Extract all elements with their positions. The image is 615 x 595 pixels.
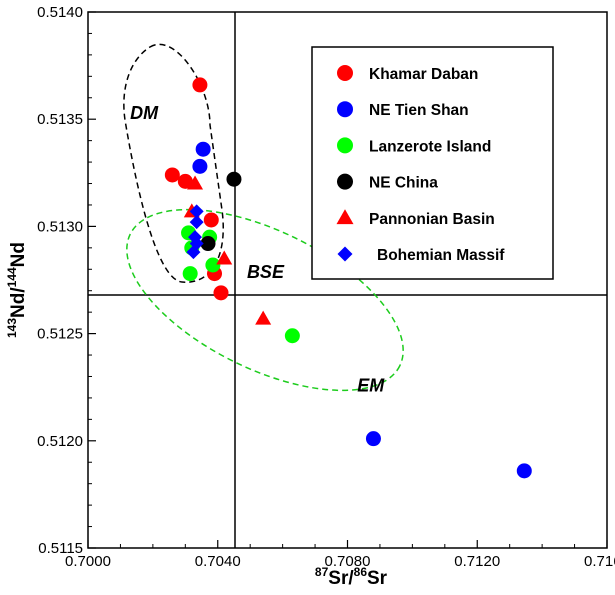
- point-ne-tien-shan: [516, 463, 532, 479]
- legend-box: [311, 46, 554, 280]
- legend: Khamar Daban NE Tien Shan Lanzerote Island…: [336, 65, 505, 264]
- point-ne-tien-shan: [365, 431, 381, 447]
- legend-marker-pannonian-basin: [336, 209, 354, 225]
- bse-field-outline: [126, 208, 404, 392]
- point-khamar-daban: [192, 77, 208, 93]
- point-pannonian-basin: [216, 250, 233, 265]
- data-markers: [164, 77, 532, 479]
- y-tick-label: 0.5130: [37, 218, 83, 235]
- region-label-dm: DM: [130, 103, 159, 123]
- legend-marker-ne-tien-shan: [337, 101, 353, 118]
- x-tick-label: 0.7040: [195, 553, 241, 570]
- legend-label-bohemian-massif: Bohemian Massif: [377, 247, 505, 264]
- axis-ticks: 0.7000 0.7040 0.7080 0.7120 0.7160 0.5115 0.51…: [37, 4, 615, 570]
- point-lanzerote-island: [205, 257, 221, 273]
- x-tick-label: 0.7080: [325, 553, 371, 570]
- y-tick-label: 0.5115: [38, 540, 83, 557]
- point-bohemian-massif: [189, 215, 204, 230]
- y-tick-label: 0.5120: [37, 433, 83, 450]
- point-ne-tien-shan: [192, 158, 208, 174]
- point-khamar-daban: [164, 167, 180, 183]
- point-ne-china: [226, 171, 242, 187]
- legend-marker-ne-china: [337, 173, 353, 190]
- point-ne-tien-shan: [195, 141, 211, 157]
- region-labels: DM BSE EM: [130, 103, 385, 395]
- legend-marker-lanzerote-island: [337, 137, 353, 154]
- region-label-em: EM: [357, 375, 385, 395]
- point-khamar-daban: [177, 173, 193, 189]
- point-ne-china: [200, 236, 216, 252]
- legend-label-ne-china: NE China: [369, 175, 438, 192]
- legend-label-lanzerote-island: Lanzerote Island: [369, 138, 491, 155]
- point-lanzerote-island: [182, 266, 198, 282]
- point-pannonian-basin: [255, 310, 272, 325]
- point-khamar-daban: [213, 285, 229, 301]
- y-axis-title: 143Nd/144Nd: [5, 242, 29, 338]
- legend-marker-khamar-daban: [337, 65, 353, 81]
- y-tick-label: 0.5140: [37, 4, 83, 21]
- x-tick-label: 0.7000: [65, 553, 111, 570]
- point-pannonian-basin: [187, 175, 204, 190]
- point-khamar-daban: [203, 212, 219, 228]
- x-axis-title: 87Sr/86Sr: [315, 565, 388, 589]
- region-label-bse: BSE: [247, 262, 285, 282]
- y-tick-label: 0.5135: [37, 111, 83, 128]
- point-lanzerote-island: [284, 328, 300, 344]
- legend-label-khamar-daban: Khamar Daban: [369, 66, 478, 83]
- point-bohemian-massif: [189, 204, 204, 219]
- legend-label-pannonian-basin: Pannonian Basin: [369, 211, 495, 228]
- legend-label-ne-tien-shan: NE Tien Shan: [369, 102, 469, 119]
- legend-marker-bohemian-massif: [337, 246, 353, 262]
- x-tick-label: 0.7120: [454, 553, 500, 570]
- point-bohemian-massif: [186, 245, 201, 260]
- x-tick-label: 0.7160: [584, 553, 615, 570]
- y-tick-label: 0.5125: [37, 326, 83, 343]
